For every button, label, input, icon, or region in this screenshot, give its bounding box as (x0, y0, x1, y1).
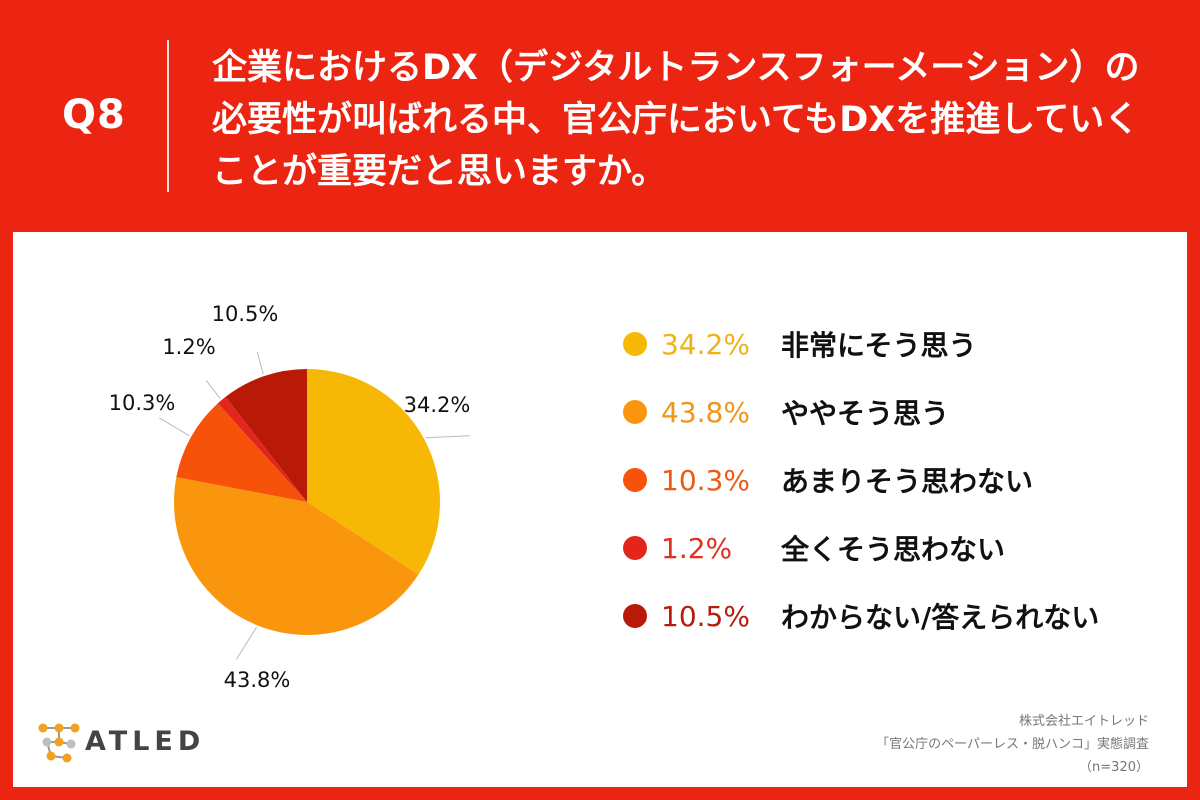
chart-legend: 34.2% 非常にそう思う 43.8% ややそう思う 10.3% あまりそう思わない 1.2… (623, 326, 1163, 666)
pie-leader-line (425, 435, 470, 439)
pie-slice (217, 396, 307, 502)
legend-label: わからない/答えられない (781, 601, 1100, 634)
pie-leader-line (159, 417, 190, 437)
pie-data-label: 34.2% (404, 393, 471, 417)
legend-item: 34.2% 非常にそう思う (623, 326, 1163, 362)
legend-item: 10.3% あまりそう思わない (623, 462, 1163, 498)
question-header: Q8 企業におけるDX（デジタルトランスフォーメーション）の 必要性が叫ばれる中… (0, 0, 1200, 232)
source-credit: 株式会社エイトレッド 「官公庁のペーパーレス・脱ハンコ」実態調査 （n=320） (876, 710, 1149, 779)
chart-panel: 34.2% 43.8% 10.3% 1.2% 10.5% 34.2% 非常にそう思う 43.… (13, 232, 1187, 787)
pie-data-label: 1.2% (162, 335, 215, 359)
legend-percent: 10.5% (661, 599, 750, 633)
legend-color-dot (623, 332, 647, 356)
pie-slice (176, 403, 307, 502)
credit-survey: 「官公庁のペーパーレス・脱ハンコ」実態調査 (876, 737, 1149, 752)
pie-slice (225, 369, 307, 502)
legend-item: 10.5% わからない/答えられない (623, 598, 1163, 634)
question-number: Q8 (62, 92, 126, 138)
atled-logo: ATLED (35, 720, 225, 770)
credit-company: 株式会社エイトレッド (1018, 714, 1149, 729)
legend-label: 全くそう思わない (781, 533, 1006, 566)
legend-item: 1.2% 全くそう思わない (623, 530, 1163, 566)
legend-label: あまりそう思わない (781, 465, 1034, 498)
logo-text: ATLED (85, 726, 206, 757)
molecule-network-icon (38, 723, 80, 763)
credit-sample: （n=320） (1079, 760, 1149, 775)
pie-data-label: 43.8% (224, 668, 291, 692)
legend-percent: 1.2% (661, 531, 733, 565)
legend-percent: 10.3% (661, 463, 750, 497)
pie-slice (307, 369, 441, 575)
legend-label: ややそう思う (781, 397, 950, 430)
pie-slice (173, 477, 419, 636)
pie-chart: 34.2% 43.8% 10.3% 1.2% 10.5% (109, 302, 471, 692)
legend-label: 非常にそう思う (781, 329, 977, 362)
pie-data-label: 10.3% (109, 391, 176, 415)
pie-leader-line (256, 352, 264, 375)
legend-item: 43.8% ややそう思う (623, 394, 1163, 430)
pie-data-label: 10.5% (212, 302, 279, 326)
legend-percent: 34.2% (661, 327, 750, 361)
header-divider (167, 40, 169, 192)
legend-color-dot (623, 400, 647, 424)
legend-color-dot (623, 604, 647, 628)
legend-color-dot (623, 468, 647, 492)
pie-leader-line (205, 380, 221, 399)
legend-color-dot (623, 536, 647, 560)
legend-percent: 43.8% (661, 395, 750, 429)
question-text: 企業におけるDX（デジタルトランスフォーメーション）の 必要性が叫ばれる中、官公… (212, 48, 1140, 192)
pie-leader-line (236, 626, 257, 660)
